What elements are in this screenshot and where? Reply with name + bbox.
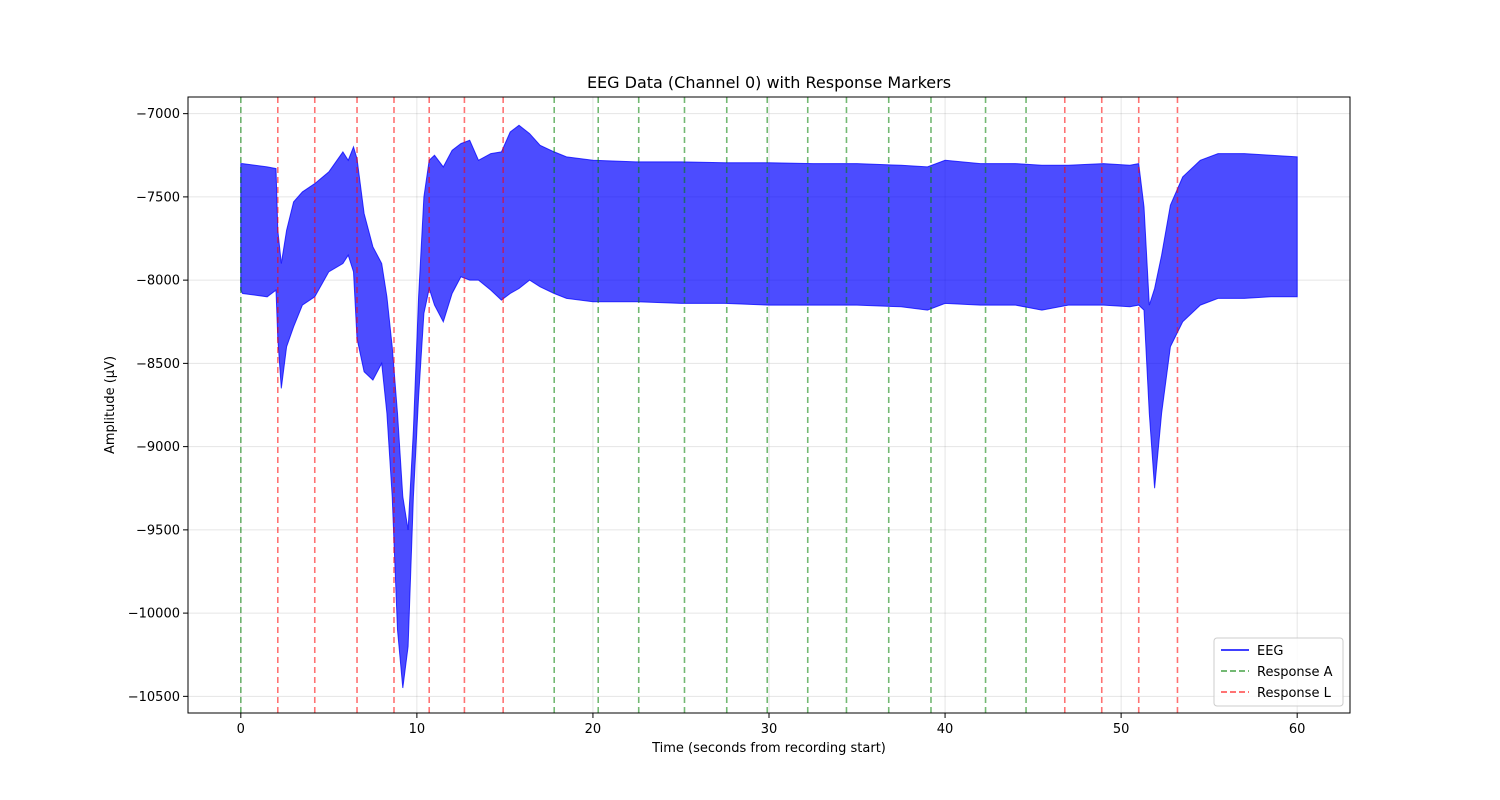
x-tick-label: 10 xyxy=(409,722,426,737)
marker-layer xyxy=(240,97,1179,713)
y-tick-label: −9000 xyxy=(136,440,180,455)
y-axis-title: Amplitude (µV) xyxy=(103,356,118,454)
chart-title: EEG Data (Channel 0) with Response Marke… xyxy=(587,73,951,92)
y-tick-label: −7500 xyxy=(136,190,180,205)
x-tick-label: 0 xyxy=(237,722,245,737)
legend: EEG Response A Response L xyxy=(1213,637,1344,707)
x-tick-label: 30 xyxy=(761,722,778,737)
y-tick-label: −7000 xyxy=(136,107,180,122)
legend-label-response-a: Response A xyxy=(1257,665,1333,680)
legend-label-eeg: EEG xyxy=(1257,644,1284,659)
y-tick-label: −10000 xyxy=(128,607,180,622)
y-tick-label: −9500 xyxy=(136,523,180,538)
x-tick-label: 20 xyxy=(585,722,602,737)
eeg-signal-band xyxy=(240,124,1298,689)
data-layer xyxy=(240,124,1298,689)
legend-label-response-l: Response L xyxy=(1257,686,1332,701)
x-axis-title: Time (seconds from recording start) xyxy=(651,741,886,756)
y-tick-label: −8500 xyxy=(136,357,180,372)
y-tick-label: −10500 xyxy=(128,690,180,705)
x-tick-label: 40 xyxy=(937,722,954,737)
x-tick-label: 50 xyxy=(1113,722,1130,737)
legend-box xyxy=(1213,637,1344,707)
y-tick-label: −8000 xyxy=(136,274,180,289)
tick-layer: 0 10 20 30 40 50 60 −10500 −10000 −9500 −9000 −8500… xyxy=(128,107,1306,737)
x-tick-label: 60 xyxy=(1289,722,1306,737)
